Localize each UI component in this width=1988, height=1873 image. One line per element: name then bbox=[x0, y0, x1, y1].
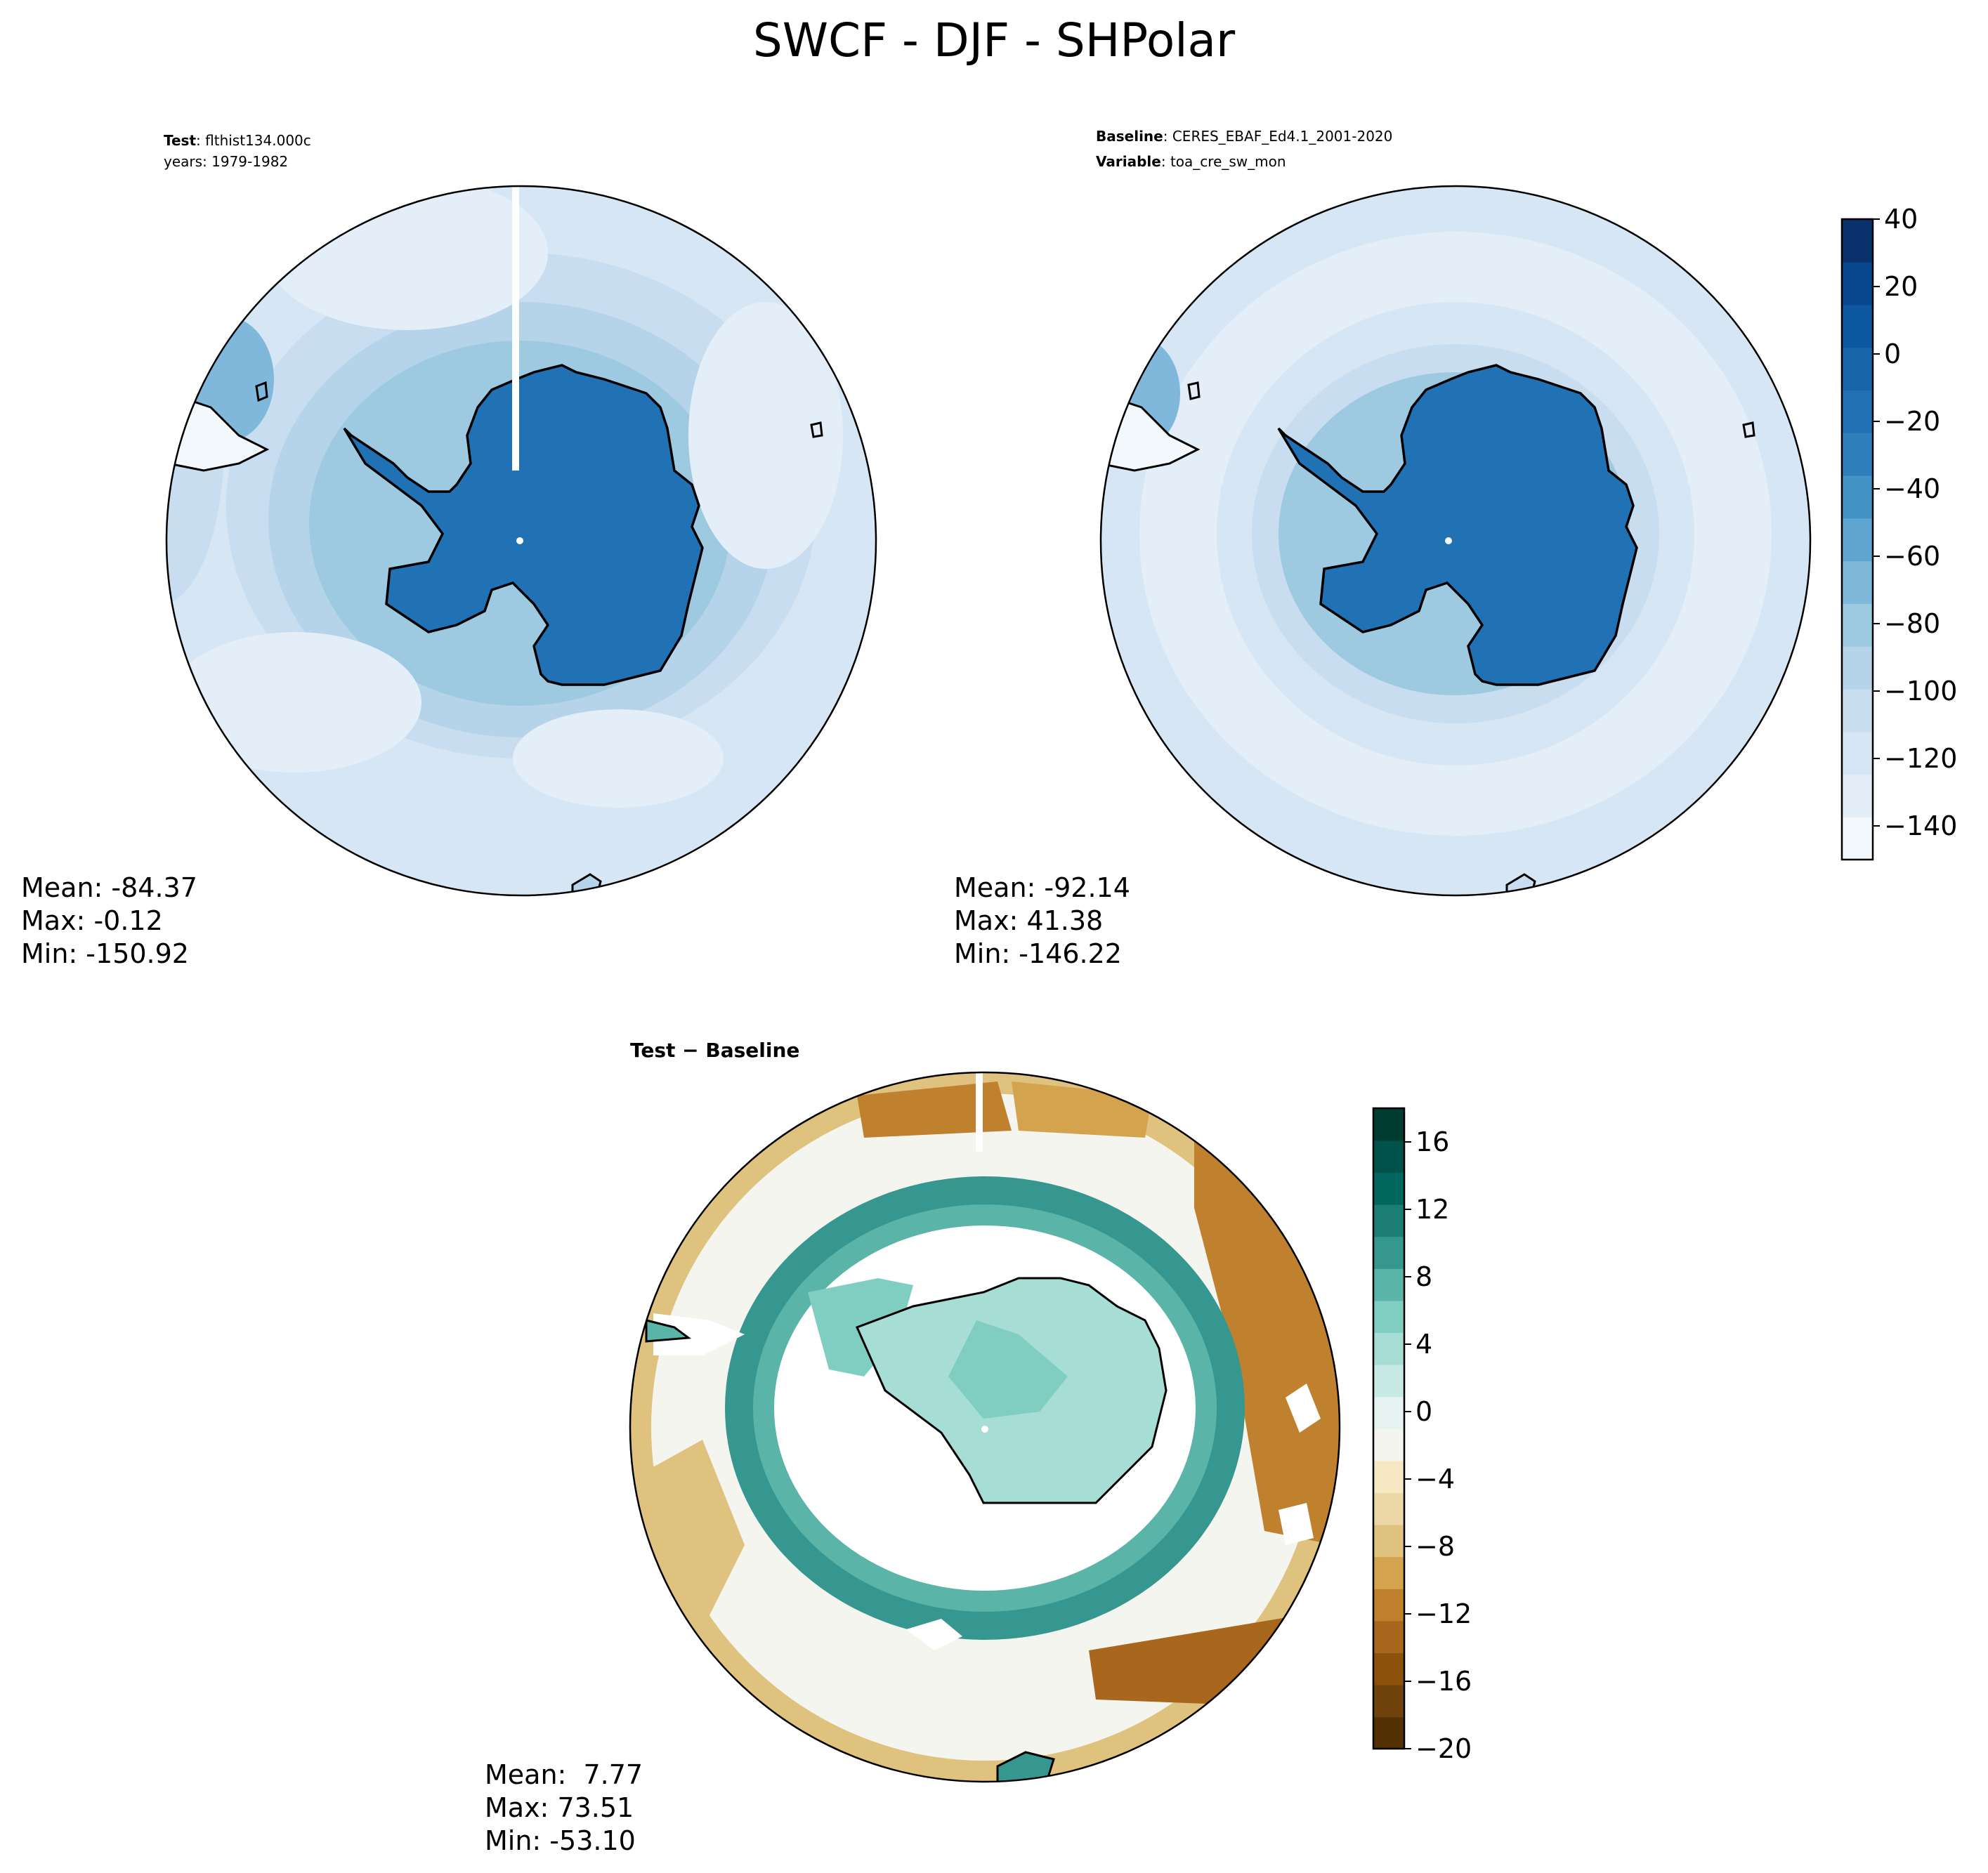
test-mean: Mean: -84.37 bbox=[21, 872, 197, 903]
colorbar2-swatch bbox=[1373, 1396, 1404, 1429]
difference-colorbar: 16 12 8 4 0 −4 −8 −12 −16 −20 bbox=[1372, 1107, 1472, 1764]
colorbar2-frame bbox=[1372, 1107, 1406, 1750]
colorbar2-swatch bbox=[1373, 1589, 1404, 1622]
baseline-mean: Mean: -92.14 bbox=[954, 872, 1130, 903]
baseline-antarctica bbox=[1277, 364, 1638, 686]
colorbar2-tick-label: −20 bbox=[1415, 1733, 1472, 1764]
colorbar2-swatch bbox=[1373, 1428, 1404, 1461]
colorbar1-swatch bbox=[1842, 219, 1873, 263]
colorbar1-swatch bbox=[1842, 347, 1873, 390]
colorbar2-swatch bbox=[1373, 1108, 1404, 1141]
colorbar1-swatch bbox=[1842, 603, 1873, 647]
colorbar1-tick-label: 20 bbox=[1884, 271, 1918, 302]
colorbar2-swatch bbox=[1373, 1556, 1404, 1589]
panel-test: Test: flthist134.000c years: 1979-1982 M… bbox=[21, 132, 877, 969]
difference-mean: Mean: 7.77 bbox=[485, 1759, 643, 1790]
colorbar1-tick-label: 40 bbox=[1884, 204, 1918, 235]
colorbar2-tick-label: −4 bbox=[1415, 1464, 1455, 1494]
colorbar2-swatch bbox=[1373, 1620, 1404, 1653]
colorbar1-tick-label: 0 bbox=[1884, 339, 1901, 369]
difference-max: Max: 73.51 bbox=[485, 1792, 634, 1823]
test-min: Min: -150.92 bbox=[21, 938, 189, 969]
figure-title: SWCF - DJF - SHPolar bbox=[753, 13, 1236, 67]
colorbar1-tick-label: −80 bbox=[1884, 608, 1940, 639]
colorbar2-swatch bbox=[1373, 1172, 1404, 1205]
colorbar2-swatch bbox=[1373, 1492, 1404, 1525]
colorbar2-swatch bbox=[1373, 1300, 1404, 1333]
baseline-title: Baseline: CERES_EBAF_Ed4.1_2001-2020 bbox=[1096, 128, 1392, 145]
colorbar1-tick-label: −100 bbox=[1884, 676, 1957, 707]
panel-baseline: Baseline: CERES_EBAF_Ed4.1_2001-2020 Var… bbox=[954, 128, 1957, 969]
colorbar1-tick-label: −140 bbox=[1884, 810, 1957, 841]
colorbar1-tick-label: −120 bbox=[1884, 743, 1957, 774]
difference-title: Test − Baseline bbox=[630, 1039, 799, 1062]
colorbar1-tick-label: −20 bbox=[1884, 406, 1940, 437]
colorbar2-tick-label: 4 bbox=[1415, 1329, 1432, 1360]
colorbar1-swatch bbox=[1842, 475, 1873, 519]
colorbar2-swatch bbox=[1373, 1140, 1404, 1173]
baseline-map-frame bbox=[1099, 185, 1812, 897]
test-map bbox=[166, 186, 876, 895]
difference-min: Min: -53.10 bbox=[485, 1825, 636, 1856]
baseline-max: Max: 41.38 bbox=[954, 905, 1103, 936]
baseline-variable: Variable: toa_cre_sw_mon bbox=[1096, 153, 1286, 170]
colorbar2-swatch bbox=[1373, 1684, 1404, 1718]
colorbar1-swatch bbox=[1842, 774, 1873, 817]
difference-map bbox=[630, 1072, 1340, 1782]
colorbar1-swatch bbox=[1842, 304, 1873, 348]
baseline-min: Min: -146.22 bbox=[954, 938, 1122, 969]
colorbar2-swatch bbox=[1373, 1652, 1404, 1685]
colorbar2-tick-label: −16 bbox=[1415, 1666, 1472, 1697]
colorbar1-swatch bbox=[1842, 731, 1873, 775]
colorbar2-swatch bbox=[1373, 1204, 1404, 1237]
colorbar1-swatch bbox=[1842, 688, 1873, 732]
colorbar1-swatch bbox=[1842, 261, 1873, 305]
colorbar2-swatch bbox=[1373, 1332, 1404, 1365]
test-subtitle: years: 1979-1982 bbox=[164, 153, 288, 170]
colorbar2-tick-label: −8 bbox=[1415, 1531, 1455, 1562]
colorbar1-swatch bbox=[1842, 560, 1873, 604]
colorbar2-swatch bbox=[1373, 1716, 1404, 1749]
test-max: Max: -0.12 bbox=[21, 905, 163, 936]
colorbar2-swatch bbox=[1373, 1364, 1404, 1398]
colorbar2-swatch bbox=[1373, 1236, 1404, 1269]
colorbar1-frame bbox=[1840, 218, 1874, 861]
colorbar2-tick-label: 8 bbox=[1415, 1261, 1432, 1292]
test-baseline-colorbar: 40 20 0 −20 −40 −60 −80 −100 −120 −140 bbox=[1840, 204, 1957, 861]
test-title: Test: flthist134.000c bbox=[164, 132, 311, 149]
test-antarctica bbox=[343, 364, 704, 686]
colorbar1-swatch bbox=[1842, 518, 1873, 562]
colorbar2-tick-label: −12 bbox=[1415, 1598, 1472, 1629]
colorbar1-tick-label: −60 bbox=[1884, 541, 1940, 572]
colorbar1-tick-label: −40 bbox=[1884, 473, 1940, 504]
colorbar2-swatch bbox=[1373, 1268, 1404, 1301]
colorbar1-swatch bbox=[1842, 390, 1873, 433]
colorbar2-tick-label: 16 bbox=[1415, 1126, 1449, 1157]
panel-difference: Test − Baseline Mean: 7.77 bbox=[485, 1039, 1472, 1856]
colorbar2-tick-label: 12 bbox=[1415, 1194, 1449, 1225]
difference-map-frame bbox=[629, 1071, 1341, 1783]
colorbar1-swatch bbox=[1842, 433, 1873, 476]
colorbar1-swatch bbox=[1842, 817, 1873, 860]
test-map-frame bbox=[165, 185, 877, 897]
colorbar2-tick-label: 0 bbox=[1415, 1396, 1432, 1427]
colorbar2-swatch bbox=[1373, 1524, 1404, 1558]
colorbar2-swatch bbox=[1373, 1460, 1404, 1493]
colorbar1-swatch bbox=[1842, 646, 1873, 690]
baseline-map bbox=[1101, 186, 1810, 895]
